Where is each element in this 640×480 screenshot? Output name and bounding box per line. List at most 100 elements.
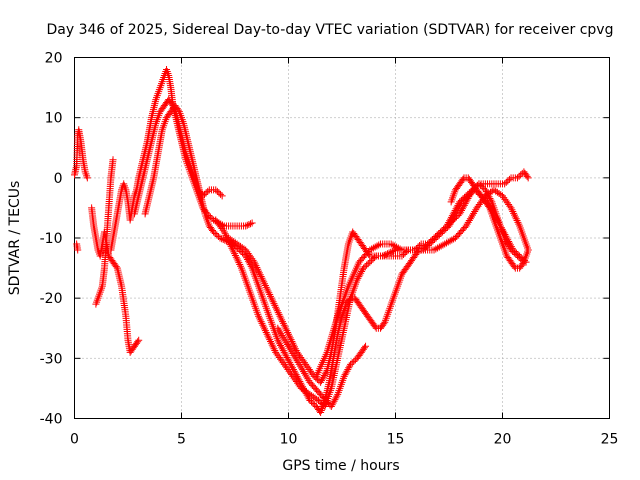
y-tick-label: 0: [54, 171, 63, 187]
data-point: [260, 323, 268, 331]
data-point: [443, 239, 451, 247]
data-point: [464, 218, 472, 226]
data-point: [293, 357, 301, 365]
data-point: [272, 303, 280, 311]
data-point: [234, 257, 242, 265]
data-point: [430, 246, 438, 254]
data-point: [227, 242, 235, 250]
y-tick-label: -20: [40, 291, 63, 307]
data-point: [433, 231, 441, 239]
data-point: [264, 287, 272, 295]
data-point: [267, 292, 275, 300]
data-point: [267, 337, 275, 345]
data-point: [287, 336, 295, 344]
data-point: [478, 183, 486, 191]
data-point: [257, 318, 265, 326]
data-point: [231, 251, 239, 259]
data-point: [279, 319, 287, 327]
data-point: [278, 331, 286, 339]
data-point: [515, 254, 523, 262]
data-point: [524, 174, 532, 182]
data-point: [267, 339, 275, 347]
data-point: [502, 178, 510, 186]
data-point: [283, 327, 291, 335]
data-point: [509, 208, 517, 216]
data-point: [375, 241, 383, 249]
data-point: [261, 280, 269, 288]
data-point: [247, 262, 255, 270]
data-point: [316, 398, 324, 406]
data-point: [215, 189, 223, 197]
data-point: [510, 209, 518, 217]
data-point: [252, 262, 260, 270]
data-point: [233, 255, 241, 263]
data-point: [333, 392, 341, 400]
data-point: [314, 396, 322, 404]
data-point: [507, 246, 515, 254]
data-point: [380, 320, 388, 328]
data-point: [363, 261, 371, 269]
data-point: [443, 222, 451, 230]
data-point: [290, 351, 298, 359]
data-marks: [71, 66, 532, 416]
data-point: [389, 241, 397, 249]
data-point: [359, 264, 367, 272]
y-axis-label: SDTVAR / TECUs: [7, 181, 23, 296]
data-point: [235, 259, 243, 267]
data-point: [303, 373, 311, 381]
data-point: [510, 263, 518, 271]
data-point: [277, 330, 285, 338]
data-point: [515, 220, 523, 228]
data-point: [231, 250, 239, 258]
data-point: [298, 366, 306, 374]
data-point: [220, 228, 228, 236]
data-point: [267, 294, 275, 302]
data-point: [273, 305, 281, 313]
data-point: [432, 232, 440, 240]
data-point: [452, 213, 460, 221]
data-point: [505, 175, 513, 183]
data-point: [112, 263, 120, 271]
y-tick-label: 20: [45, 51, 63, 67]
chart-title: Day 346 of 2025, Sidereal Day-to-day VTE…: [47, 22, 614, 38]
data-point: [284, 328, 292, 336]
data-point: [398, 252, 406, 260]
data-point: [218, 235, 226, 243]
data-point: [278, 316, 286, 324]
data-point: [391, 242, 399, 250]
data-point: [373, 242, 381, 250]
data-point: [261, 282, 269, 290]
data-point: [312, 374, 320, 382]
data-point: [204, 187, 212, 195]
data-point: [512, 215, 520, 223]
data-point: [229, 246, 237, 254]
x-tick-label: 15: [387, 432, 405, 448]
data-point: [291, 353, 299, 361]
data-point: [217, 190, 225, 198]
x-tick-labels: 0 5 10 15 20 25: [70, 432, 618, 448]
data-point: [256, 271, 264, 279]
data-point: [506, 202, 514, 210]
data-point: [369, 244, 377, 252]
y-tick-label: -10: [40, 231, 63, 247]
data-point: [369, 255, 377, 263]
data-point: [274, 324, 282, 332]
data-point: [279, 333, 287, 341]
data-point: [414, 243, 422, 251]
data-point: [253, 263, 261, 271]
series-track-d: [92, 156, 117, 308]
data-point: [438, 226, 446, 234]
data-point: [259, 276, 267, 284]
data-point: [228, 244, 236, 252]
data-point: [254, 265, 262, 273]
data-point: [304, 375, 312, 383]
data-point: [296, 362, 304, 370]
data-point: [285, 342, 292, 350]
data-point: [264, 332, 272, 340]
data-point: [237, 262, 245, 270]
data-point: [361, 263, 369, 271]
data-point: [347, 360, 355, 368]
data-point: [292, 347, 300, 355]
data-point: [248, 219, 256, 227]
x-tick-label: 25: [601, 432, 619, 448]
